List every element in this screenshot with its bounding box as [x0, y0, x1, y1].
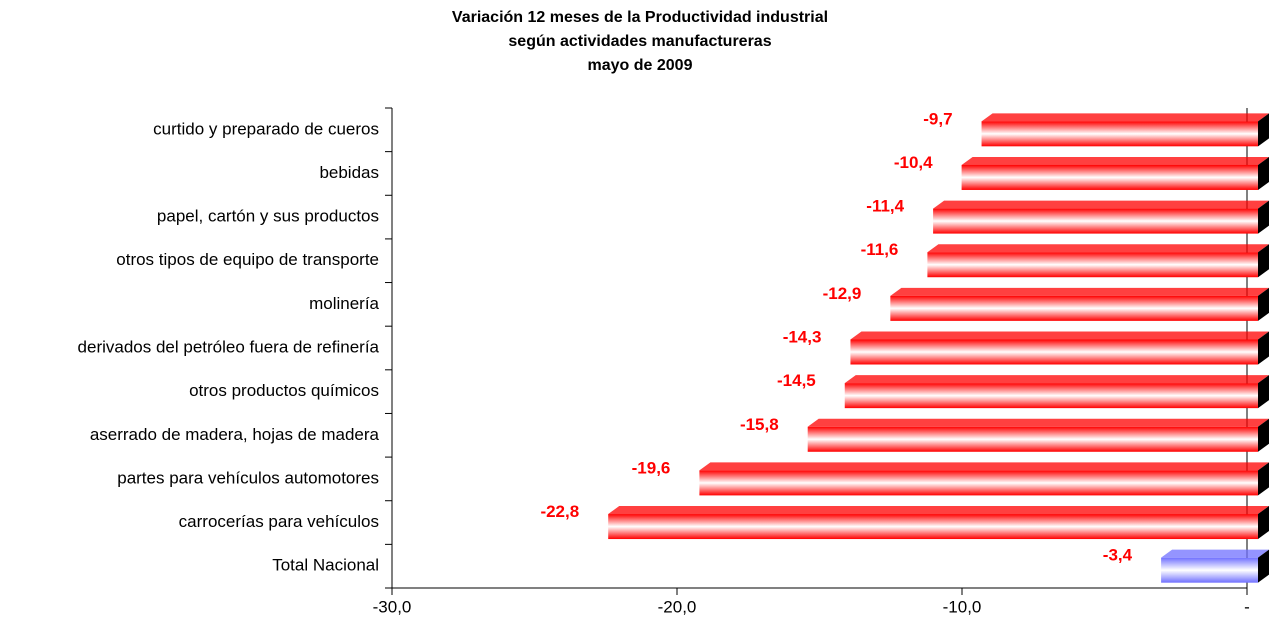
data-label: -11,4 [866, 197, 904, 216]
bar-top [699, 462, 1269, 471]
y-tick-label: carrocerías para vehículos [179, 512, 379, 531]
x-tick-label: -30,0 [373, 597, 412, 616]
data-label: -9,7 [923, 109, 952, 128]
y-tick-label: partes para vehículos automotores [117, 468, 379, 487]
bar [961, 164, 1258, 190]
data-label: -15,8 [740, 415, 779, 434]
chart-title: mayo de 2009 [588, 57, 693, 74]
data-label: -14,5 [777, 371, 816, 390]
bar [844, 383, 1258, 409]
y-tick-label: molinería [309, 294, 379, 313]
data-label: -11,6 [861, 240, 899, 259]
x-tick-label: -10,0 [943, 597, 982, 616]
bar-top [927, 244, 1269, 253]
bar-top [850, 331, 1269, 340]
bar [699, 470, 1258, 496]
chart-title: Variación 12 meses de la Productividad i… [452, 9, 828, 26]
bar-side [1258, 418, 1269, 452]
bar-side [1258, 462, 1269, 496]
bar-top [608, 506, 1269, 515]
bar-top [961, 156, 1269, 165]
y-tick-label: derivados del petróleo fuera de refinerí… [78, 337, 380, 356]
y-tick-label: otros tipos de equipo de transporte [116, 250, 379, 269]
bar [927, 252, 1258, 278]
data-label: -22,8 [540, 502, 579, 521]
bar-top [981, 113, 1269, 122]
bar-side [1258, 244, 1269, 278]
y-tick-label: aserrado de madera, hojas de madera [90, 425, 380, 444]
chart-title: según actividades manufactureras [508, 33, 771, 50]
bar [608, 514, 1258, 540]
data-label: -12,9 [823, 284, 862, 303]
bar-side [1258, 200, 1269, 234]
bar-top [844, 375, 1269, 384]
bar-top [1161, 549, 1269, 558]
data-label: -10,4 [894, 153, 933, 172]
y-tick-label: bebidas [319, 163, 379, 182]
bar-side [1258, 331, 1269, 365]
bar [807, 426, 1258, 452]
bar-top [890, 287, 1269, 296]
data-label: -14,3 [783, 327, 822, 346]
x-tick-label: -20,0 [658, 597, 697, 616]
bar-side [1258, 156, 1269, 190]
data-label: -19,6 [632, 458, 671, 477]
bar [1161, 557, 1258, 583]
y-tick-label: curtido y preparado de cueros [153, 119, 379, 138]
bar-side [1258, 506, 1269, 540]
bar [981, 121, 1258, 147]
data-label: -3,4 [1103, 546, 1133, 565]
y-tick-label: otros productos químicos [189, 381, 379, 400]
bar-top [807, 418, 1269, 427]
x-tick-label: - [1244, 597, 1250, 616]
bar-side [1258, 113, 1269, 147]
bar-side [1258, 549, 1269, 583]
bar-side [1258, 287, 1269, 321]
y-tick-label: papel, cartón y sus productos [157, 207, 379, 226]
bar-side [1258, 375, 1269, 409]
bar [850, 339, 1258, 365]
bar [933, 208, 1258, 234]
y-tick-label: Total Nacional [272, 556, 379, 575]
bar [890, 295, 1258, 321]
bar-top [933, 200, 1269, 209]
